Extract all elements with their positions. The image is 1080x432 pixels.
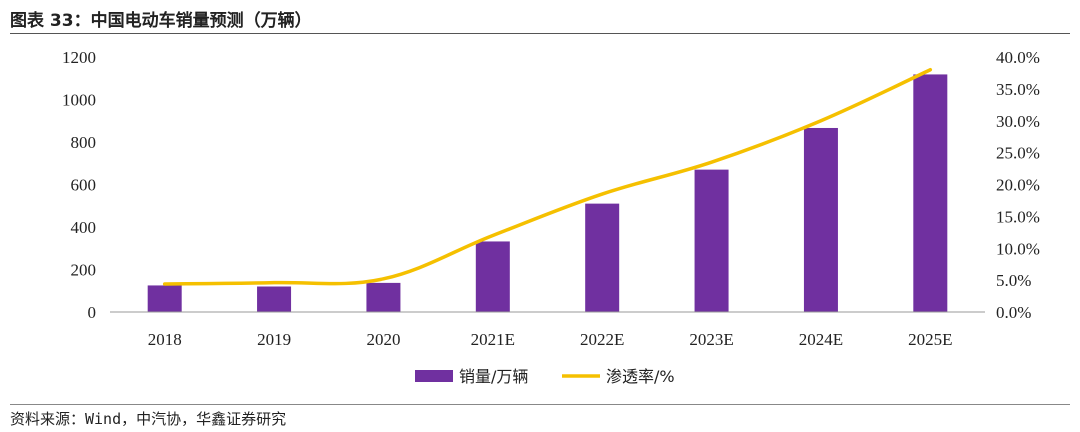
- y-right-tick-label: 20.0%: [996, 176, 1040, 195]
- y-right-tick-label: 5.0%: [996, 271, 1031, 290]
- y-left-tick-label: 800: [71, 133, 97, 152]
- y-left-tick-label: 1200: [62, 48, 96, 67]
- bar-2020: [366, 282, 401, 312]
- x-tick-label: 2020: [366, 330, 400, 349]
- x-tick-label: 2022E: [580, 330, 624, 349]
- legend-swatch-sales: [415, 370, 453, 382]
- source-rule: [10, 404, 1070, 405]
- y-left-tick-label: 600: [71, 176, 97, 195]
- y-right-tick-labels: 0.0% 5.0% 10.0% 15.0% 20.0% 25.0% 30.0% 35.0% 40…: [996, 48, 1040, 322]
- title-rule: [10, 33, 1070, 34]
- bar-2019: [257, 286, 292, 312]
- bar-2023E: [694, 169, 729, 312]
- penetration-rate-line: [162, 68, 933, 286]
- y-right-tick-label: 15.0%: [996, 207, 1040, 226]
- x-tick-label: 2025E: [908, 330, 952, 349]
- x-tick-label: 2023E: [689, 330, 733, 349]
- legend-label-sales: 销量/万辆: [459, 367, 528, 386]
- y-left-tick-label: 200: [71, 261, 97, 280]
- x-tick-label: 2019: [257, 330, 291, 349]
- y-right-tick-label: 35.0%: [996, 80, 1040, 99]
- y-right-tick-label: 40.0%: [996, 48, 1040, 67]
- bar-series: [147, 74, 948, 312]
- legend-label-penetration: 渗透率/%: [606, 367, 675, 386]
- figure-title: 图表 33：中国电动车销量预测（万辆）: [10, 11, 312, 31]
- y-right-tick-label: 0.0%: [996, 303, 1031, 322]
- bar-2025E: [913, 74, 948, 312]
- y-left-tick-label: 400: [71, 218, 97, 237]
- y-right-tick-label: 25.0%: [996, 144, 1040, 163]
- y-right-tick-label: 10.0%: [996, 239, 1040, 258]
- y-left-tick-label: 0: [88, 303, 97, 322]
- bar-2022E: [585, 203, 620, 312]
- x-tick-labels: 2018 2019 2020 2021E 2022E 2023E 2024E 2025E: [148, 330, 953, 349]
- x-tick-label: 2018: [148, 330, 182, 349]
- source-note: 资料来源：Wind，中汽协，华鑫证券研究: [10, 410, 287, 428]
- bar-2018: [147, 285, 182, 312]
- bar-2021E: [475, 241, 510, 312]
- x-tick-label: 2021E: [471, 330, 515, 349]
- legend: 销量/万辆 渗透率/%: [415, 367, 675, 386]
- bar-2024E: [803, 127, 838, 312]
- x-tick-label: 2024E: [799, 330, 843, 349]
- y-right-tick-label: 30.0%: [996, 112, 1040, 131]
- y-left-tick-labels: 0 200 400 600 800 1000 1200: [62, 48, 96, 322]
- y-left-tick-label: 1000: [62, 91, 96, 110]
